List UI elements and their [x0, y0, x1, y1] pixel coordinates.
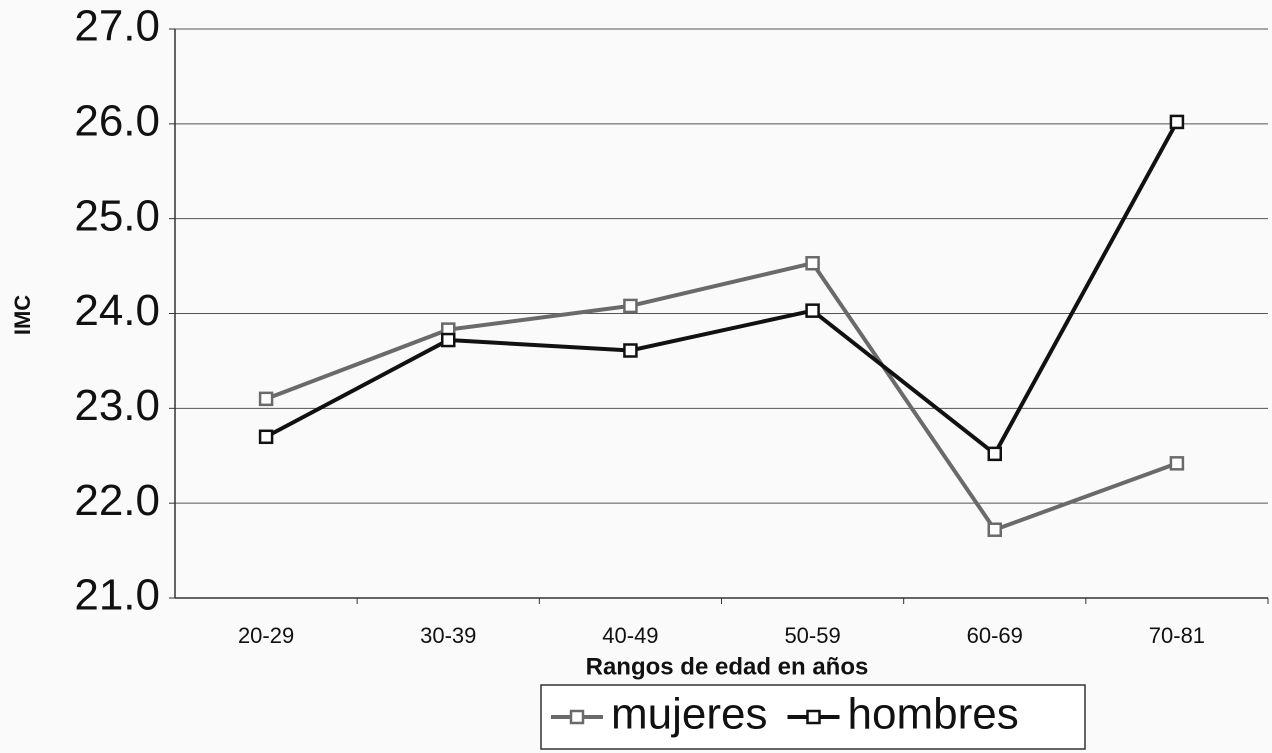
marker	[569, 709, 585, 725]
x-tick-label: 50-59	[784, 623, 840, 648]
marker	[623, 343, 638, 358]
x-tick-label: 70-81	[1149, 623, 1205, 648]
y-tick-label: 27.0	[74, 2, 160, 51]
marker	[258, 429, 274, 445]
marker	[805, 303, 820, 318]
y-tick-label: 25.0	[74, 191, 160, 240]
x-tick-label: 20-29	[238, 623, 294, 648]
y-tick-label: 21.0	[74, 571, 160, 620]
marker	[987, 522, 1002, 537]
legend-label: mujeres	[611, 690, 768, 739]
marker	[623, 298, 638, 314]
y-axis-title: IMC	[10, 295, 35, 335]
y-tick-label: 23.0	[74, 381, 160, 430]
x-axis-title: Rangos de edad en años	[586, 653, 869, 680]
x-tick-label: 30-39	[420, 623, 476, 648]
marker	[441, 332, 456, 348]
x-tick-label: 60-69	[967, 623, 1023, 648]
x-tick-label: 40-49	[602, 623, 658, 648]
series-line	[265, 261, 1178, 532]
legend-label: hombres	[848, 690, 1019, 739]
y-tick-label: 22.0	[74, 476, 160, 525]
marker	[258, 391, 274, 407]
series-line	[265, 120, 1179, 456]
y-tick-label: 24.0	[74, 286, 160, 335]
y-tick-label: 26.0	[74, 96, 160, 145]
marker	[987, 446, 1002, 462]
marker	[1169, 456, 1185, 471]
marker	[805, 255, 820, 271]
marker	[806, 709, 821, 725]
marker	[1169, 114, 1185, 130]
